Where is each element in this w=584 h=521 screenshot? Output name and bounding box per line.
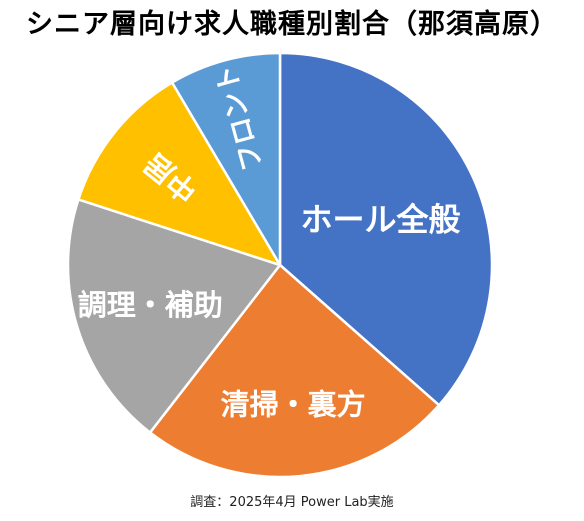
pie-slice	[77, 81, 282, 267]
pie-slices	[66, 51, 494, 479]
survey-footnote: 調査：2025年4月 Power Lab実施	[190, 495, 394, 510]
pie-slice	[278, 51, 494, 407]
pie-slice	[170, 51, 282, 267]
pie-slice	[148, 263, 441, 479]
slice-label: 清掃・裏方	[221, 387, 366, 421]
pie-slice	[66, 198, 282, 434]
chart-title: シニア層向け求人職種別割合（那須高原）	[26, 9, 558, 40]
slice-label: ホール全般	[300, 201, 460, 239]
slice-label: 調理・補助	[78, 288, 223, 322]
